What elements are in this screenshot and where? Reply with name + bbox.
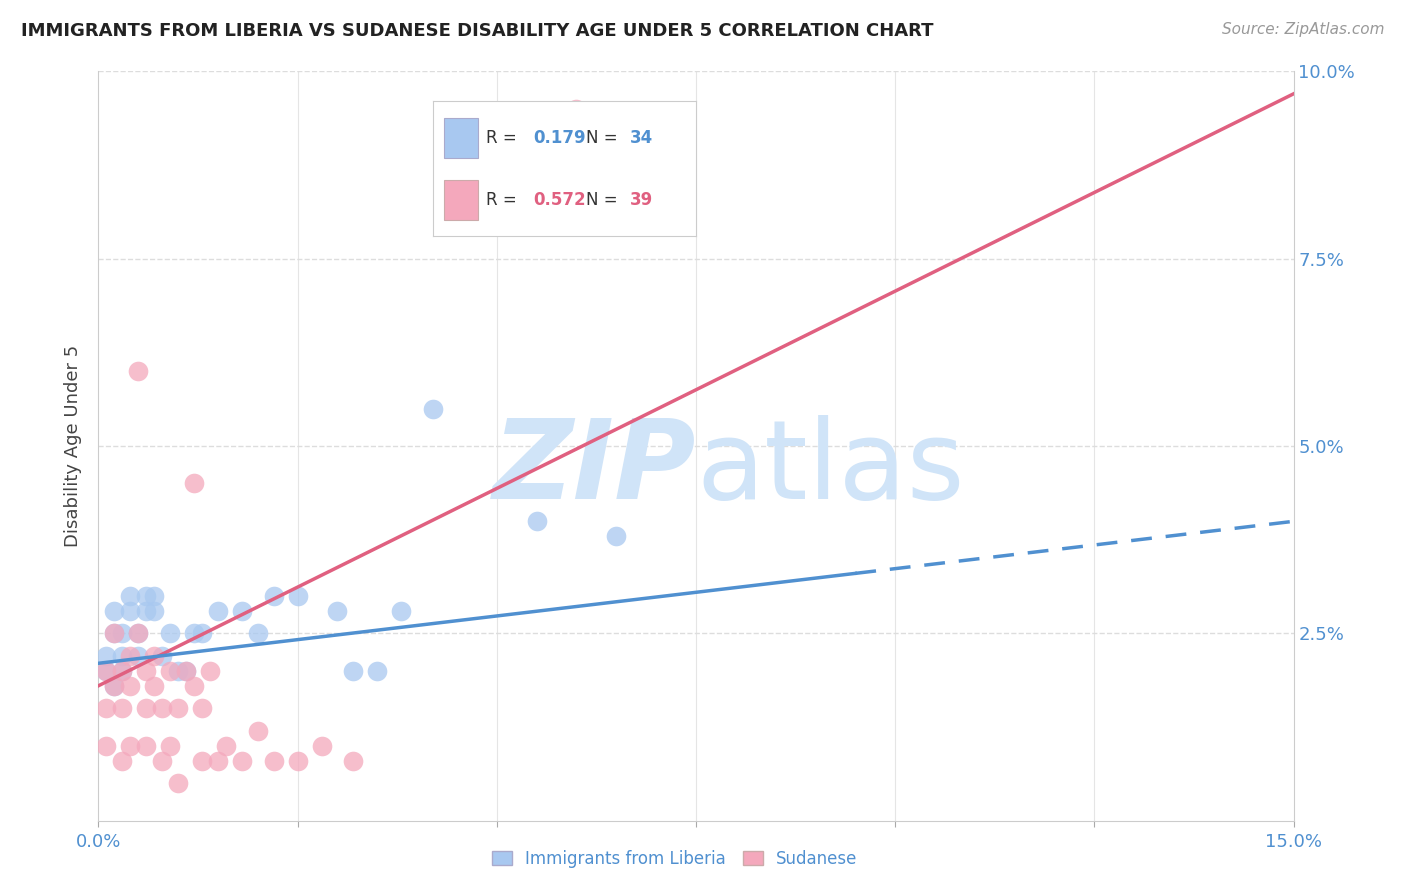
Point (215, 739, 238, 753)
Point (143, 589, 166, 603)
Point (246, 723, 269, 738)
Point (111, 664, 134, 678)
Point (103, 679, 125, 693)
Point (389, 604, 412, 618)
Point (342, 664, 364, 678)
Text: IMMIGRANTS FROM LIBERIA VS SUDANESE DISABILITY AGE UNDER 5 CORRELATION CHART: IMMIGRANTS FROM LIBERIA VS SUDANESE DISA… (21, 22, 934, 40)
Point (150, 754, 173, 768)
Point (183, 476, 205, 491)
Point (167, 776, 190, 790)
Point (287, 754, 309, 768)
Point (287, 589, 309, 603)
Point (311, 739, 333, 753)
Point (127, 626, 149, 640)
Point (526, 514, 548, 528)
Point (111, 626, 134, 640)
Text: atlas: atlas (696, 415, 965, 522)
Point (135, 739, 157, 753)
Point (120, 589, 142, 603)
Point (111, 754, 134, 768)
Point (120, 679, 142, 693)
Point (183, 679, 205, 693)
Point (103, 626, 125, 640)
Point (191, 626, 214, 640)
Point (135, 664, 157, 678)
Point (263, 589, 285, 603)
Legend: Immigrants from Liberia, Sudanese: Immigrants from Liberia, Sudanese (485, 844, 865, 875)
Point (143, 648, 166, 663)
Point (111, 664, 134, 678)
Point (167, 664, 190, 678)
Point (159, 664, 181, 678)
Point (96, 664, 118, 678)
Point (135, 589, 157, 603)
Point (167, 701, 190, 715)
Point (231, 754, 253, 768)
Point (174, 664, 197, 678)
Point (191, 754, 214, 768)
Point (565, 102, 588, 116)
Point (207, 604, 229, 618)
Point (366, 664, 388, 678)
Point (150, 648, 173, 663)
Point (422, 401, 444, 416)
Point (96, 739, 118, 753)
Point (103, 679, 125, 693)
Point (127, 364, 149, 378)
Point (96, 664, 118, 678)
Point (120, 739, 142, 753)
Point (159, 626, 181, 640)
Point (120, 604, 142, 618)
Point (207, 754, 229, 768)
Point (120, 648, 142, 663)
Point (231, 604, 253, 618)
Point (246, 626, 269, 640)
Point (135, 604, 157, 618)
Text: ZIP: ZIP (492, 415, 696, 522)
Point (143, 604, 166, 618)
Point (159, 739, 181, 753)
Point (183, 626, 205, 640)
Point (103, 626, 125, 640)
Point (135, 701, 157, 715)
Point (143, 679, 166, 693)
Y-axis label: Disability Age Under 5: Disability Age Under 5 (63, 345, 82, 547)
Point (326, 604, 349, 618)
Point (96, 648, 118, 663)
Text: Source: ZipAtlas.com: Source: ZipAtlas.com (1222, 22, 1385, 37)
Point (191, 701, 214, 715)
Point (111, 648, 134, 663)
Point (198, 664, 221, 678)
Point (263, 754, 285, 768)
Point (342, 754, 364, 768)
Point (150, 701, 173, 715)
Point (605, 529, 627, 543)
Point (103, 604, 125, 618)
Point (111, 701, 134, 715)
Point (127, 648, 149, 663)
Point (127, 626, 149, 640)
Point (174, 664, 197, 678)
Point (96, 701, 118, 715)
